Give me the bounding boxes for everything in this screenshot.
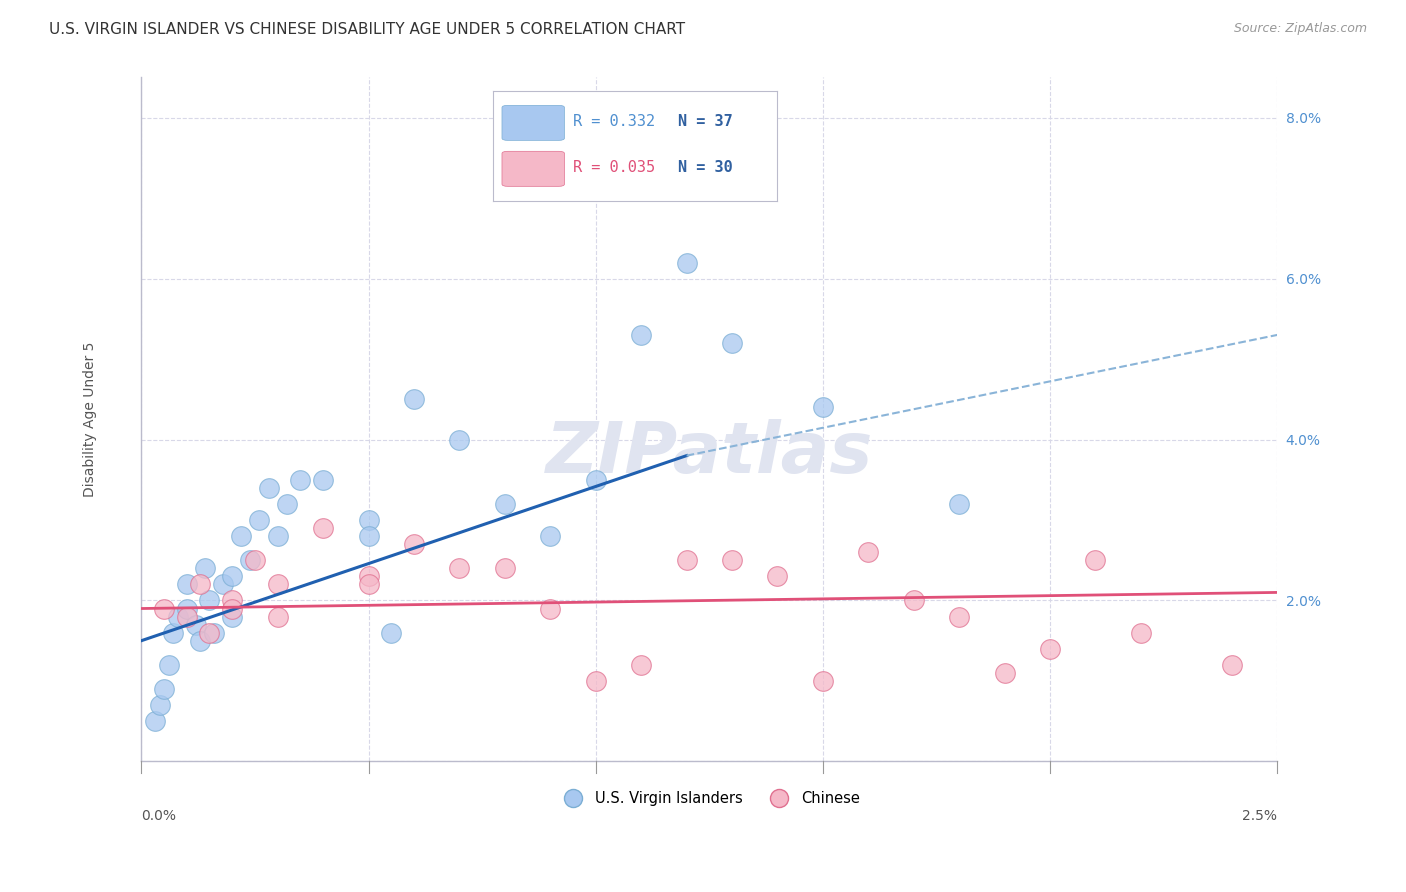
Point bbox=[221, 601, 243, 615]
Point bbox=[198, 593, 221, 607]
Point bbox=[198, 625, 221, 640]
Point bbox=[153, 681, 176, 696]
Point bbox=[1220, 657, 1243, 672]
Point bbox=[811, 401, 834, 415]
Point bbox=[162, 625, 184, 640]
Point bbox=[157, 657, 180, 672]
Point bbox=[276, 497, 298, 511]
Point bbox=[449, 433, 471, 447]
Point bbox=[449, 561, 471, 575]
Point bbox=[675, 255, 697, 269]
Point bbox=[675, 553, 697, 567]
Point bbox=[243, 553, 266, 567]
Point bbox=[948, 609, 970, 624]
Point bbox=[221, 609, 243, 624]
Point bbox=[176, 601, 198, 615]
Point bbox=[221, 569, 243, 583]
Point bbox=[221, 593, 243, 607]
Point bbox=[231, 529, 253, 543]
Point bbox=[1129, 625, 1152, 640]
Point bbox=[166, 609, 188, 624]
Point bbox=[402, 537, 425, 551]
Point bbox=[357, 569, 380, 583]
Point bbox=[402, 392, 425, 407]
Point bbox=[538, 601, 561, 615]
Point bbox=[585, 473, 607, 487]
Point bbox=[153, 601, 176, 615]
Point bbox=[494, 497, 516, 511]
Point bbox=[721, 336, 744, 351]
Point bbox=[858, 545, 880, 559]
Legend: U.S. Virgin Islanders, Chinese: U.S. Virgin Islanders, Chinese bbox=[553, 786, 866, 813]
Point bbox=[994, 665, 1017, 680]
Point bbox=[266, 609, 288, 624]
Point bbox=[494, 561, 516, 575]
Point bbox=[538, 529, 561, 543]
Point bbox=[380, 625, 402, 640]
Point bbox=[903, 593, 925, 607]
Point bbox=[585, 673, 607, 688]
Point bbox=[176, 609, 198, 624]
Point bbox=[312, 473, 335, 487]
Point bbox=[766, 569, 789, 583]
Point bbox=[630, 327, 652, 342]
Point bbox=[721, 553, 744, 567]
Point bbox=[357, 529, 380, 543]
Point bbox=[290, 473, 312, 487]
Point bbox=[1084, 553, 1107, 567]
Point bbox=[312, 521, 335, 535]
Text: ZIPatlas: ZIPatlas bbox=[546, 419, 873, 488]
Point bbox=[357, 513, 380, 527]
Point bbox=[357, 577, 380, 591]
Point bbox=[1039, 641, 1062, 656]
Point bbox=[266, 577, 288, 591]
Point bbox=[176, 577, 198, 591]
Text: Disability Age Under 5: Disability Age Under 5 bbox=[83, 342, 97, 497]
Point bbox=[202, 625, 225, 640]
Point bbox=[811, 673, 834, 688]
Text: Source: ZipAtlas.com: Source: ZipAtlas.com bbox=[1233, 22, 1367, 36]
Point bbox=[212, 577, 235, 591]
Point bbox=[257, 481, 280, 495]
Point bbox=[249, 513, 271, 527]
Point bbox=[190, 633, 212, 648]
Point bbox=[630, 657, 652, 672]
Point bbox=[194, 561, 217, 575]
Text: 0.0%: 0.0% bbox=[142, 809, 176, 823]
Point bbox=[184, 617, 207, 632]
Point bbox=[190, 577, 212, 591]
Text: 2.5%: 2.5% bbox=[1243, 809, 1277, 823]
Point bbox=[948, 497, 970, 511]
Point bbox=[239, 553, 262, 567]
Point bbox=[266, 529, 288, 543]
Point bbox=[148, 698, 170, 712]
Text: U.S. VIRGIN ISLANDER VS CHINESE DISABILITY AGE UNDER 5 CORRELATION CHART: U.S. VIRGIN ISLANDER VS CHINESE DISABILI… bbox=[49, 22, 685, 37]
Point bbox=[143, 714, 166, 728]
